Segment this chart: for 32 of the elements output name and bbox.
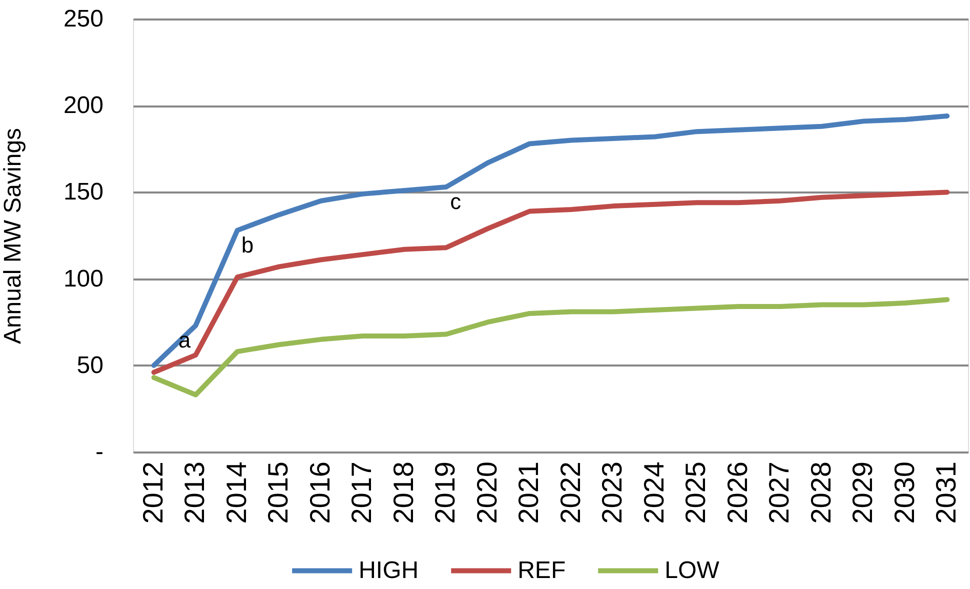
y-tick-label: 250 — [63, 6, 104, 32]
x-tick-label: 2012 — [137, 462, 168, 524]
x-tick-label: 2030 — [888, 462, 920, 524]
x-tick-label: 2025 — [680, 462, 712, 524]
x-tick-label: 2028 — [805, 462, 836, 524]
y-tick-label: - — [96, 438, 104, 466]
y-tick-label: 50 — [76, 352, 104, 379]
y-tick-label: 100 — [63, 265, 104, 292]
x-tick-label: 2019 — [430, 462, 461, 524]
x-tick-label: 2016 — [304, 462, 336, 524]
legend-label: REF — [518, 556, 566, 584]
y-tick-label: 150 — [63, 178, 104, 206]
x-tick-label: 2014 — [220, 462, 252, 524]
x-tick-label: 2022 — [554, 462, 586, 524]
legend-label: LOW — [664, 556, 720, 584]
x-tick-label: 2027 — [764, 462, 795, 524]
x-tick-label: 2020 — [471, 462, 502, 524]
x-tick-label: 2029 — [847, 462, 878, 524]
x-tick-label: 2024 — [638, 462, 670, 524]
x-tick-label: 2017 — [346, 462, 378, 524]
y-tick-label: 200 — [63, 92, 104, 120]
legend-label: HIGH — [358, 556, 419, 584]
y-axis-title: Annual MW Savings — [0, 128, 26, 344]
x-tick-label: 2015 — [262, 462, 294, 524]
annotation: c — [450, 189, 462, 214]
x-tick-label: 2023 — [596, 462, 628, 524]
x-tick-label: 2031 — [930, 462, 962, 524]
annotation: b — [241, 232, 254, 258]
x-tick-label: 2018 — [388, 462, 419, 524]
x-tick-label: 2013 — [179, 462, 210, 524]
x-tick-label: 2021 — [513, 462, 544, 524]
x-tick-label: 2026 — [722, 462, 753, 524]
